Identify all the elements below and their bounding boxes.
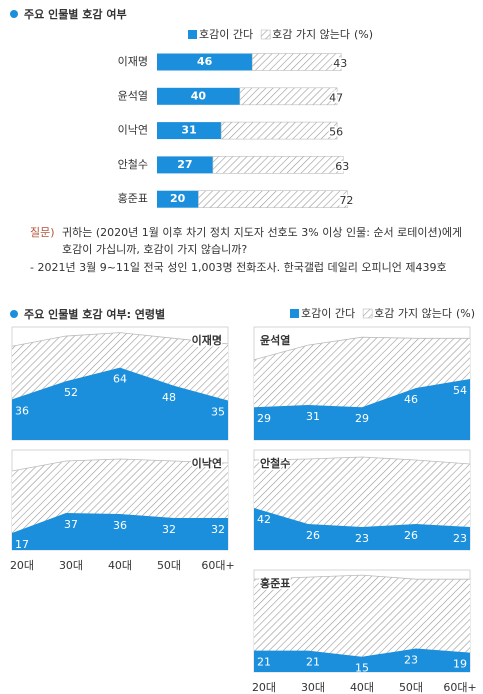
value-label: 23 (453, 532, 467, 545)
note-label: 질문) (30, 226, 55, 239)
value-label: 47 (329, 91, 343, 104)
legend-label: 호감 가지 않는다 (%) (374, 307, 475, 320)
area-favorable (254, 508, 470, 550)
area-favorable (12, 513, 228, 550)
value-label: 36 (15, 404, 29, 417)
bar-favorable (157, 87, 240, 105)
value-label: 17 (15, 538, 29, 551)
bar-unfavorable (220, 121, 338, 140)
area-unfavorable-edge (11, 332, 229, 347)
note-question: 호감이 가십니까, 호감이 가지 않습니까? (62, 243, 247, 256)
value-label: 64 (113, 373, 127, 386)
unit-label: (%) (354, 28, 373, 41)
legend-label: 호감 가지 않는다 (%) (272, 28, 373, 41)
x-tick-label: 30대 (301, 681, 325, 694)
bar-favorable (157, 190, 199, 208)
value-label: 48 (162, 391, 176, 404)
value-label: 20 (170, 192, 186, 205)
legend-swatch (188, 30, 197, 39)
value-label: 31 (306, 410, 320, 423)
value-label: 26 (306, 529, 320, 542)
value-label: 36 (113, 519, 127, 532)
x-tick-label: 50대 (399, 681, 423, 694)
category-label: 윤석열 (118, 89, 148, 102)
value-label: 21 (257, 656, 271, 669)
panel-title: 윤석열 (260, 333, 290, 347)
x-tick-label: 50대 (157, 559, 181, 572)
panel-title: 이낙연 (192, 456, 222, 470)
category-label: 이낙연 (118, 124, 148, 137)
value-label: 23 (355, 532, 369, 545)
value-label: 32 (211, 523, 225, 536)
x-tick-label: 20대 (252, 681, 276, 694)
value-label: 46 (197, 55, 213, 68)
value-label: 37 (64, 518, 78, 531)
x-tick-label: 40대 (108, 559, 132, 572)
x-tick-label: 60대+ (443, 681, 476, 694)
area-unfavorable-edge (253, 336, 470, 361)
value-label: 72 (339, 194, 353, 207)
value-label: 43 (333, 57, 347, 70)
value-label: 29 (355, 412, 369, 425)
title-bullet (10, 310, 18, 318)
x-tick-label: 60대+ (201, 559, 234, 572)
value-label: 56 (329, 126, 343, 139)
value-label: 31 (181, 124, 196, 137)
legend-label: 호감이 간다 (301, 307, 355, 320)
category-label: 홍준표 (118, 191, 148, 205)
bar-unfavorable (239, 87, 338, 106)
value-label: 29 (257, 412, 271, 425)
value-label: 19 (453, 658, 467, 671)
value-label: 23 (404, 654, 418, 667)
chart-title: 주요 인물별 호감 여부: 연령별 (24, 307, 165, 321)
value-label: 15 (355, 662, 369, 675)
area-favorable (254, 648, 470, 672)
area-favorable (254, 378, 470, 440)
bar-favorable (157, 53, 253, 71)
value-label: 32 (162, 523, 176, 536)
value-label: 52 (64, 386, 78, 399)
panel-title: 안철수 (260, 456, 290, 470)
category-label: 이재명 (118, 55, 148, 68)
note-question: 귀하는 (2020년 1월 이후 차기 정치 지도자 선호도 3% 이상 인물:… (62, 225, 462, 239)
legend-label: 호감이 간다 (199, 28, 253, 41)
value-label: 54 (453, 384, 467, 397)
note-source: - 2021년 3월 9~11일 전국 성인 1,003명 전화조사. 한국갤럽… (30, 260, 447, 274)
value-label: 40 (191, 89, 207, 102)
area-unfavorable (254, 575, 470, 672)
value-label: 46 (404, 393, 418, 406)
bar-favorable (157, 156, 213, 174)
legend-swatch (290, 309, 299, 318)
value-label: 35 (211, 405, 225, 418)
area-unfavorable-edge (11, 458, 229, 472)
bar-favorable (157, 122, 222, 140)
area-favorable (12, 367, 228, 440)
value-label: 21 (306, 656, 320, 669)
value-label: 42 (257, 513, 271, 526)
title-bullet (10, 10, 18, 18)
bar-unfavorable (198, 190, 348, 208)
panel-title: 홍준표 (260, 576, 290, 590)
bar-unfavorable (212, 156, 344, 174)
category-label: 안철수 (118, 158, 148, 171)
chart-title: 주요 인물별 호감 여부 (24, 7, 127, 21)
legend-label: 호감 가지 않는다 (374, 307, 452, 320)
bar-unfavorable (251, 53, 342, 71)
unit-label: (%) (456, 307, 475, 320)
panel-title: 이재명 (192, 333, 222, 347)
legend-label: 호감 가지 않는다 (272, 28, 350, 41)
value-label: 27 (177, 158, 192, 171)
x-tick-label: 20대 (10, 559, 34, 572)
value-label: 26 (404, 529, 418, 542)
area-unfavorable-edge (253, 574, 470, 580)
value-label: 63 (335, 160, 349, 173)
area-unfavorable-edge (253, 456, 471, 465)
x-tick-label: 40대 (350, 681, 374, 694)
legend-swatch (260, 29, 271, 40)
legend-swatch (362, 308, 373, 319)
x-tick-label: 30대 (59, 559, 83, 572)
